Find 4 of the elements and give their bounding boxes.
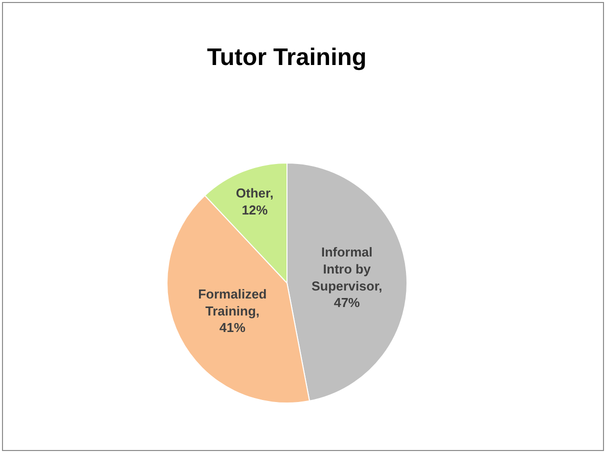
- slice-label: Informal Intro by Supervisor, 47%: [311, 244, 382, 310]
- slice-label: Formalized Training, 41%: [198, 286, 267, 336]
- slice-label: Other, 12%: [236, 186, 274, 218]
- chart-title: Tutor Training: [207, 44, 367, 72]
